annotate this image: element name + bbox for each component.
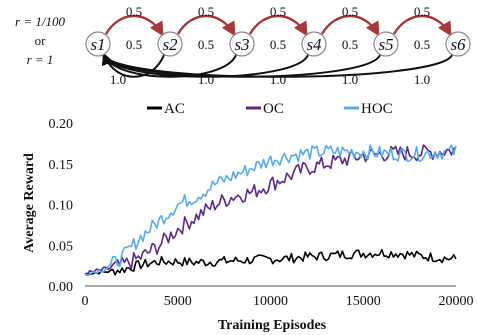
y-tick-label: 0.00: [49, 280, 74, 295]
legend-label: AC: [164, 101, 185, 117]
forward-arrow: [320, 14, 380, 37]
state-circle: [373, 31, 399, 57]
self-probability-label: 0.5: [126, 37, 142, 52]
state-node-s3: s3: [229, 31, 255, 57]
axes: 0 5000 10000 15000 20000 0.00 0.05 0.10 0.15 0.20: [49, 117, 474, 309]
chart: 0 5000 10000 15000 20000 0.00 0.05 0.10 0.15 0.20…: [22, 117, 474, 333]
forward-probability-label: 0.5: [126, 4, 142, 19]
state-label: s5: [378, 35, 393, 54]
forward-probability-label: 0.5: [270, 4, 286, 19]
forward-probability-label: 0.5: [414, 4, 430, 19]
series-line-oc: [84, 144, 457, 276]
legend-item-hoc: HOC: [344, 101, 393, 117]
mdp-diagram: r = 1/100 or r = 1 0.5 0.5 1.0 0.5 0.5 1.0 0.5…: [15, 4, 471, 87]
plot-lines: [84, 144, 457, 276]
self-probability-label: 0.5: [198, 37, 214, 52]
state-node-s2: s2: [157, 31, 183, 57]
return-probability-label: 1.0: [110, 72, 126, 87]
state-label: s1: [90, 35, 105, 54]
return-probability-label: 1.0: [414, 72, 430, 87]
x-tick-label: 15000: [346, 294, 381, 309]
self-probability-label: 0.5: [342, 37, 358, 52]
state-label: s4: [306, 35, 322, 54]
y-tick-label: 0.20: [49, 117, 74, 132]
state-label: s6: [450, 35, 466, 54]
state-circle: [157, 31, 183, 57]
series-line-hoc: [84, 144, 457, 276]
y-tick-label: 0.05: [49, 239, 74, 254]
transition-arrows: 0.50.51.00.50.51.00.50.51.00.50.51.00.50…: [102, 4, 453, 87]
state-nodes: s1 s2 s3 s4 s5 s6: [85, 31, 471, 57]
x-tick-label: 5000: [164, 294, 192, 309]
series-line-ac: [84, 248, 457, 276]
x-tick-label: 10000: [253, 294, 288, 309]
condition-line-2: or: [35, 33, 47, 48]
state-node-s5: s5: [373, 31, 399, 57]
y-tick-label: 0.10: [49, 199, 74, 214]
state-circle: [445, 31, 471, 57]
legend-item-oc: OC: [246, 101, 284, 117]
x-tick-label: 20000: [439, 294, 474, 309]
state-circle: [229, 31, 255, 57]
state-node-s4: s4: [301, 31, 327, 57]
state-circle: [301, 31, 327, 57]
return-arrow: [102, 52, 453, 78]
forward-arrow: [176, 14, 236, 37]
state-label: s2: [162, 35, 178, 54]
legend-item-ac: AC: [147, 101, 185, 117]
x-tick-label: 0: [82, 294, 89, 309]
y-tick-label: 0.15: [49, 158, 74, 173]
self-probability-label: 0.5: [270, 37, 286, 52]
condition-line-1: r = 1/100: [15, 14, 65, 29]
forward-probability-label: 0.5: [198, 4, 214, 19]
forward-arrow: [392, 14, 452, 37]
y-axis-title: Average Reward: [22, 153, 37, 253]
legend-label: OC: [263, 101, 284, 117]
legend-label: HOC: [361, 101, 393, 117]
return-probability-label: 1.0: [270, 72, 286, 87]
self-probability-label: 0.5: [414, 37, 430, 52]
condition-line-3: r = 1: [27, 52, 54, 67]
state-circle: [85, 31, 111, 57]
state-label: s3: [234, 35, 249, 54]
legend: AC OC HOC: [147, 101, 393, 117]
forward-arrow: [248, 14, 308, 37]
forward-arrow: [104, 14, 164, 37]
state-node-s6: s6: [445, 31, 471, 57]
state-node-s1: s1: [85, 31, 111, 57]
x-axis-title: Training Episodes: [218, 318, 327, 333]
forward-probability-label: 0.5: [342, 4, 358, 19]
